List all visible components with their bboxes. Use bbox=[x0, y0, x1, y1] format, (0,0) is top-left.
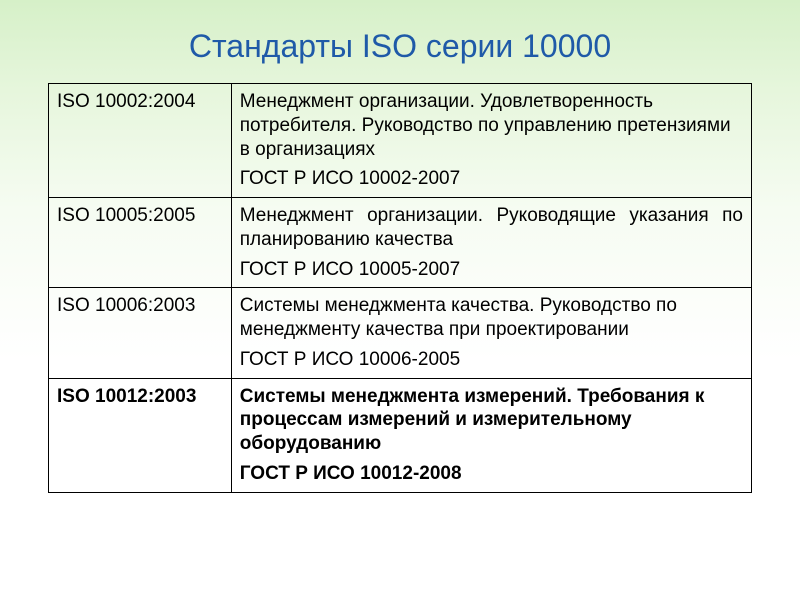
gost-text: ГОСТ Р ИСО 10012-2008 bbox=[240, 462, 743, 486]
table-row: ISO 10012:2003 Системы менеджмента измер… bbox=[49, 378, 752, 492]
page-title: Стандарты ISO серии 10000 bbox=[48, 28, 752, 65]
iso-cell: ISO 10006:2003 bbox=[49, 288, 232, 378]
desc-text: Менеджмент организации. Удовлетворенност… bbox=[240, 91, 731, 160]
table-row: ISO 10006:2003 Системы менеджмента качес… bbox=[49, 288, 752, 378]
table-row: ISO 10005:2005 Менеджмент организации. Р… bbox=[49, 198, 752, 288]
desc-cell: Системы менеджмента измерений. Требовани… bbox=[231, 378, 751, 492]
desc-cell: Менеджмент организации. Удовлетворенност… bbox=[231, 84, 751, 198]
desc-cell: Менеджмент организации. Руководящие указ… bbox=[231, 198, 751, 288]
slide: Стандарты ISO серии 10000 ISO 10002:2004… bbox=[0, 0, 800, 600]
desc-text: Менеджмент организации. Руководящие указ… bbox=[240, 205, 743, 250]
gost-text: ГОСТ Р ИСО 10002-2007 bbox=[240, 167, 743, 191]
desc-cell: Системы менеджмента качества. Руководств… bbox=[231, 288, 751, 378]
desc-text: Системы менеджмента измерений. Требовани… bbox=[240, 386, 705, 455]
standards-table: ISO 10002:2004 Менеджмент организации. У… bbox=[48, 83, 752, 493]
iso-cell: ISO 10002:2004 bbox=[49, 84, 232, 198]
standards-table-body: ISO 10002:2004 Менеджмент организации. У… bbox=[49, 84, 752, 493]
iso-cell: ISO 10012:2003 bbox=[49, 378, 232, 492]
table-row: ISO 10002:2004 Менеджмент организации. У… bbox=[49, 84, 752, 198]
gost-text: ГОСТ Р ИСО 10005-2007 bbox=[240, 258, 743, 282]
desc-text: Системы менеджмента качества. Руководств… bbox=[240, 295, 677, 340]
gost-text: ГОСТ Р ИСО 10006-2005 bbox=[240, 348, 743, 372]
iso-cell: ISO 10005:2005 bbox=[49, 198, 232, 288]
